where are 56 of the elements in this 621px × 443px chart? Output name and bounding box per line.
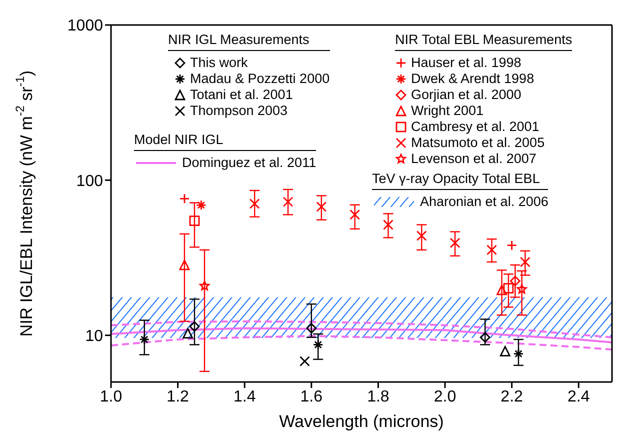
- point: [486, 244, 497, 256]
- annotation: NIR IGL Measurements: [168, 32, 330, 51]
- point: [510, 276, 520, 286]
- point: [416, 230, 427, 241]
- line-series: [111, 320, 612, 338]
- legend-label: Matsumoto et al. 2005: [411, 135, 545, 151]
- point: [306, 323, 317, 334]
- point: [513, 348, 524, 359]
- point: [182, 328, 194, 339]
- point: [500, 346, 510, 356]
- annotation: Model NIR IGL: [134, 132, 316, 151]
- legend-label: Gorjian et al. 2000: [411, 87, 522, 103]
- legend-label: This work: [190, 55, 248, 71]
- x-tick-label: 1.0: [100, 388, 122, 406]
- x-tick-label: 2.4: [567, 388, 590, 406]
- point: [496, 284, 507, 296]
- annotation: TeV γ-ray Opacity Total EBL: [372, 171, 548, 190]
- legend-label: Hauser et al. 1998: [411, 55, 522, 71]
- legend-label: Madau & Pozzetti 2000: [190, 71, 330, 87]
- point: [300, 356, 310, 366]
- point: [189, 216, 200, 226]
- y-tick-label: 100: [76, 172, 104, 190]
- x-axis-title: Wavelength (microns): [279, 412, 444, 431]
- legend-label: Dwek & Arendt 1998: [411, 71, 534, 87]
- legend-label: Wright 2001: [411, 103, 484, 119]
- point: [139, 334, 150, 345]
- point: [480, 332, 490, 343]
- point: [516, 284, 527, 294]
- point: [282, 196, 294, 208]
- y-tick-label: 1000: [67, 18, 104, 35]
- x-tick-label: 1.4: [233, 388, 256, 406]
- legend-label: Aharonian et al. 2006: [420, 194, 548, 210]
- point: [249, 198, 260, 209]
- legend-label: Totani et al. 2001: [190, 87, 293, 103]
- x-tick-label: 1.6: [300, 388, 323, 406]
- point: [179, 260, 190, 270]
- legend-label: Levenson et al. 2007: [411, 151, 536, 167]
- y-tick-label: 10: [85, 328, 104, 345]
- point: [450, 238, 460, 248]
- x-tick-label: 2.2: [500, 388, 524, 406]
- point: [312, 339, 324, 350]
- x-tick-label: 1.8: [367, 388, 390, 406]
- legend-label: Thompson 2003: [190, 103, 288, 119]
- point: [503, 283, 514, 294]
- point: [189, 321, 200, 332]
- point: [316, 202, 327, 212]
- point: [200, 280, 210, 290]
- legend-label: Cambresy et al. 2001: [411, 119, 540, 135]
- legend-label: Dominguez et al. 2011: [182, 155, 316, 171]
- point: [383, 220, 394, 230]
- line-series: [111, 334, 612, 350]
- point: [350, 209, 360, 220]
- x-tick-label: 2.0: [434, 388, 456, 406]
- annotation: NIR Total EBL Measurements: [395, 32, 572, 51]
- x-tick-label: 1.2: [166, 388, 190, 406]
- point: [520, 256, 530, 268]
